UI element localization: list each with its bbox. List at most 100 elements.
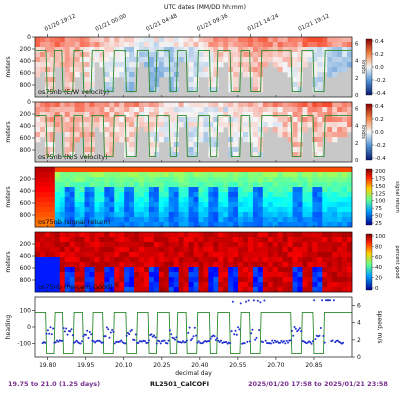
heatmap-cell: [178, 172, 184, 178]
heatmap-cell: [322, 207, 328, 213]
colorbar-tick-label: -0.2: [375, 78, 386, 84]
heatmap-cell: [247, 252, 254, 258]
heatmap-cell: [277, 237, 283, 243]
heatmap-cell: [59, 212, 66, 218]
heatmap-cell: [143, 52, 150, 58]
heatmap-cell: [292, 147, 298, 153]
heatmap-cell: [168, 242, 174, 248]
heatmap-cell: [168, 247, 174, 253]
heatmap-cell: [317, 212, 323, 218]
heatmap-cell: [218, 127, 224, 133]
heatmap-cell: [277, 132, 283, 138]
heatmap-cell: [168, 37, 174, 43]
heatmap-cell: [94, 192, 100, 198]
heatmap-cell: [252, 207, 259, 213]
heatmap-cell: [74, 137, 80, 143]
heatmap-cell: [193, 42, 199, 48]
heatmap-cell: [307, 112, 313, 118]
heatmap-cell: [54, 252, 61, 258]
heatmap-cell: [168, 252, 174, 258]
heatmap-cell: [74, 112, 80, 118]
heatmap-cell: [89, 47, 95, 53]
heatmap-cell: [183, 267, 189, 273]
heatmap-cell: [252, 287, 259, 293]
heatmap-cell: [257, 282, 264, 288]
heatmap-cell: [84, 147, 90, 153]
heatmap-cell: [282, 277, 288, 283]
utc-axis-label: UTC dates (MM/DD hh:mm): [164, 4, 246, 11]
heatmap-cell: [119, 237, 125, 243]
heatmap-cell: [84, 287, 90, 293]
heatmap-cell: [124, 37, 130, 43]
heatmap-cell: [252, 87, 259, 93]
heatmap-cell: [267, 267, 274, 273]
heatmap-cell: [109, 127, 115, 133]
panel-frame: [34, 36, 353, 98]
heatmap-cell: [337, 177, 343, 183]
heatmap-cell: [218, 262, 224, 268]
heading-point: [238, 328, 241, 331]
heatmap-cell: [54, 182, 61, 188]
heatmap-cell: [54, 207, 61, 213]
heatmap-cell: [158, 252, 165, 258]
heatmap-cell: [64, 202, 70, 208]
heatmap-cell: [139, 172, 145, 178]
heatmap-cell: [148, 172, 155, 178]
heatmap-cell: [119, 232, 125, 238]
heading-point: [272, 341, 275, 344]
heatmap-cell: [84, 237, 90, 243]
heatmap-cell: [322, 112, 328, 118]
heatmap-cell: [163, 67, 170, 73]
y2-tick-label: 6: [357, 303, 361, 310]
y2-tick-label: 2: [357, 337, 361, 344]
heatmap-cell: [119, 132, 125, 138]
heatmap-cell: [327, 182, 333, 188]
heatmap-cell: [213, 287, 219, 293]
heatmap-cell: [208, 82, 214, 88]
heatmap-cell: [69, 147, 75, 153]
heatmap-cell: [134, 167, 140, 173]
heatmap-cell: [44, 132, 51, 138]
heatmap-cell: [287, 257, 293, 263]
heatmap-cell: [277, 102, 283, 108]
heatmap-cell: [119, 52, 125, 58]
heatmap-cell: [173, 182, 179, 188]
heatmap-cell: [129, 217, 135, 223]
heatmap-cell: [173, 282, 179, 288]
heatmap-cell: [282, 202, 288, 208]
heatmap-cell: [307, 122, 313, 128]
heatmap-cell: [79, 202, 85, 208]
heatmap-cell: [203, 287, 209, 293]
heatmap-cell: [257, 132, 264, 138]
heatmap-cell: [188, 52, 194, 58]
heatmap-cell: [342, 107, 348, 113]
heatmap-cell: [129, 192, 135, 198]
heatmap-cell: [287, 137, 293, 143]
heatmap-cell: [287, 197, 293, 203]
speed-line: [35, 311, 352, 355]
heatmap-cell: [307, 207, 313, 213]
heatmap-cell: [193, 182, 199, 188]
heatmap-cell: [208, 182, 214, 188]
heatmap-cell: [257, 287, 264, 293]
heatmap-cell: [79, 37, 85, 43]
heatmap-cell: [272, 37, 278, 43]
heatmap-cell: [148, 72, 155, 78]
heading-point: [120, 339, 123, 342]
heatmap-cell: [292, 192, 298, 198]
heatmap-cell: [243, 187, 249, 193]
heatmap-cell: [307, 237, 313, 243]
heatmap-cell: [104, 77, 110, 83]
heatmap-cell: [74, 232, 80, 238]
heatmap-cell: [35, 117, 41, 123]
heatmap-cell: [69, 172, 75, 178]
heatmap-cell: [148, 37, 155, 43]
heatmap-cell: [173, 112, 179, 118]
heading-point: [243, 342, 246, 345]
heading-point: [201, 342, 204, 345]
heatmap-cell: [173, 42, 179, 48]
heatmap-cell: [272, 272, 278, 278]
heatmap-cell: [143, 207, 150, 213]
heatmap-cell: [193, 257, 199, 263]
heatmap-cell: [163, 72, 170, 78]
